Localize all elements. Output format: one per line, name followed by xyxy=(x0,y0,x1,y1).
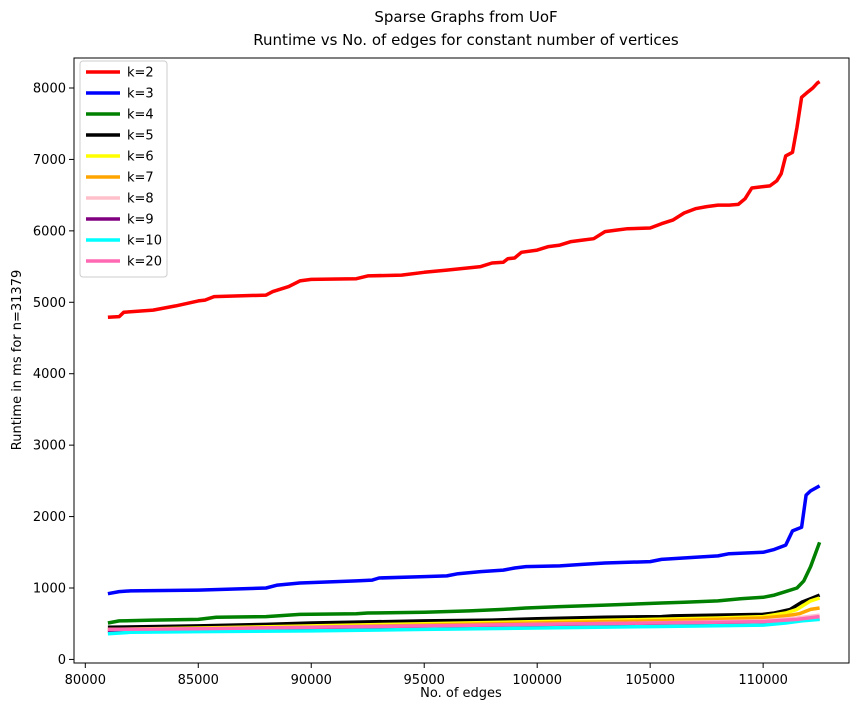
y-tick-label: 0 xyxy=(58,653,66,668)
x-tick-label: 100000 xyxy=(512,673,562,688)
x-tick-label: 90000 xyxy=(291,673,332,688)
x-tick-label: 110000 xyxy=(738,673,788,688)
y-tick-label: 4000 xyxy=(33,367,66,382)
x-tick-label: 95000 xyxy=(404,673,445,688)
series-line-k-3 xyxy=(107,484,821,596)
legend-label: k=2 xyxy=(127,66,154,81)
x-tick-label: 80000 xyxy=(65,673,106,688)
legend-label: k=9 xyxy=(127,213,154,228)
y-tick-label: 2000 xyxy=(33,510,66,525)
legend-label: k=6 xyxy=(127,150,154,165)
plot-frame xyxy=(73,57,850,664)
series-line-k-20 xyxy=(107,614,820,632)
legend-label: k=10 xyxy=(127,234,162,249)
series-line-k-2 xyxy=(107,80,821,320)
legend-label: k=7 xyxy=(127,171,154,186)
x-axis: 80000 85000 90000 95000 100000 105000 110000 xyxy=(65,663,788,688)
chart-subtitle: Runtime vs No. of edges for constant num… xyxy=(253,31,679,49)
legend-label: k=4 xyxy=(127,108,154,123)
y-axis-label: Runtime in ms for n=31379 xyxy=(10,270,25,450)
legend-label: k=8 xyxy=(127,192,154,207)
chart-title: Sparse Graphs from UoF xyxy=(374,8,557,26)
x-tick-label: 85000 xyxy=(178,673,219,688)
x-tick-label: 105000 xyxy=(625,673,675,688)
y-axis: 0 1000 2000 3000 4000 5000 6000 7000 8000 xyxy=(33,82,74,668)
y-tick-label: 7000 xyxy=(33,153,66,168)
legend-label: k=3 xyxy=(127,87,154,102)
y-tick-label: 5000 xyxy=(33,296,66,311)
x-axis-label: No. of edges xyxy=(420,686,502,701)
series-line-k-5 xyxy=(107,593,821,630)
y-tick-label: 3000 xyxy=(33,439,66,454)
y-tick-label: 8000 xyxy=(33,82,66,97)
series-line-k-10 xyxy=(107,617,820,636)
y-tick-label: 6000 xyxy=(33,224,66,239)
legend-label: k=20 xyxy=(127,255,162,270)
legend: k=2 k=3 k=4 k=5 k=6 k=7 k=8 k=9 k=10 k=20 xyxy=(79,60,168,278)
series-line-k-4 xyxy=(107,541,822,625)
legend-label: k=5 xyxy=(127,129,154,144)
series-lines xyxy=(107,80,822,636)
y-tick-label: 1000 xyxy=(33,582,66,597)
